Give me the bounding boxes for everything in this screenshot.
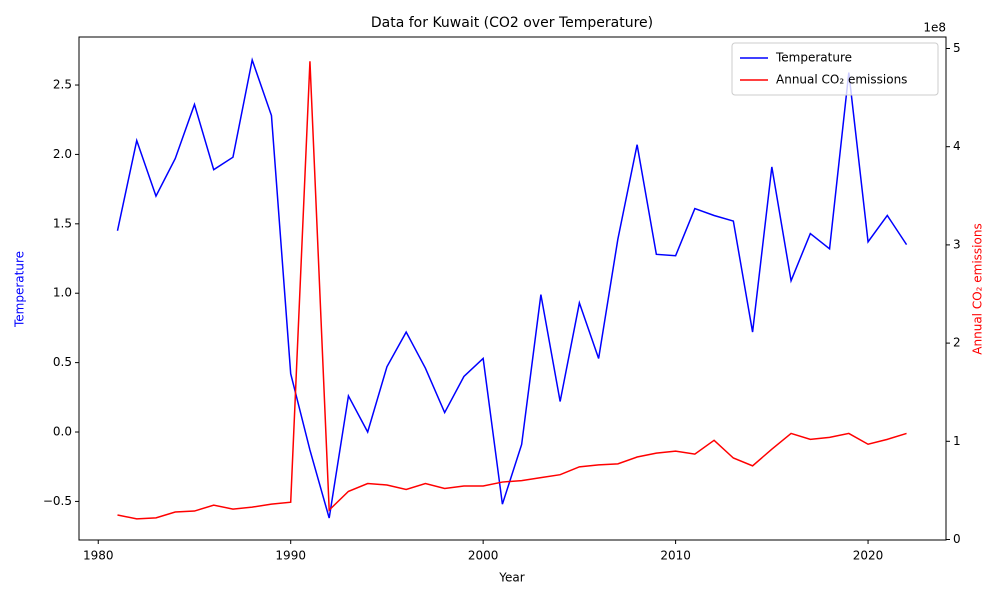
y2-axis-label: Annual CO₂ emissions [971, 223, 985, 354]
legend-label: Annual CO₂ emissions [776, 73, 907, 87]
y2-tick-label: 1 [953, 434, 961, 448]
y-tick-label: −0.5 [43, 494, 72, 508]
y-tick-label: 0.5 [53, 355, 72, 369]
y2-tick-label: 4 [953, 139, 961, 153]
x-axis-label: Year [498, 571, 524, 585]
plot-frame [78, 36, 947, 541]
x-tick-label: 1990 [275, 549, 306, 563]
chart-title: Data for Kuwait (CO2 over Temperature) [371, 15, 653, 31]
y2-offset-label: 1e8 [923, 21, 946, 35]
x-tick-label: 2000 [468, 549, 499, 563]
y-tick-label: 1.0 [53, 286, 72, 300]
x-tick-label: 2010 [660, 549, 691, 563]
series-line [116, 57, 908, 519]
y-tick-label: 2.0 [53, 147, 72, 161]
y-axis-label: Temperature [13, 251, 27, 328]
y2-tick-label: 2 [953, 336, 961, 350]
legend-label: Temperature [775, 51, 852, 65]
y-tick-label: 1.5 [53, 216, 72, 230]
y2-tick-label: 3 [953, 237, 961, 251]
y2-tick-label: 0 [953, 532, 961, 546]
x-tick-label: 2020 [853, 549, 884, 563]
y2-tick-label: 5 [953, 41, 961, 55]
y-tick-label: 2.5 [53, 78, 72, 92]
y-tick-label: 0.0 [53, 425, 72, 439]
series-line [117, 61, 907, 520]
legend-box [731, 42, 939, 96]
x-tick-label: 1980 [83, 549, 114, 563]
